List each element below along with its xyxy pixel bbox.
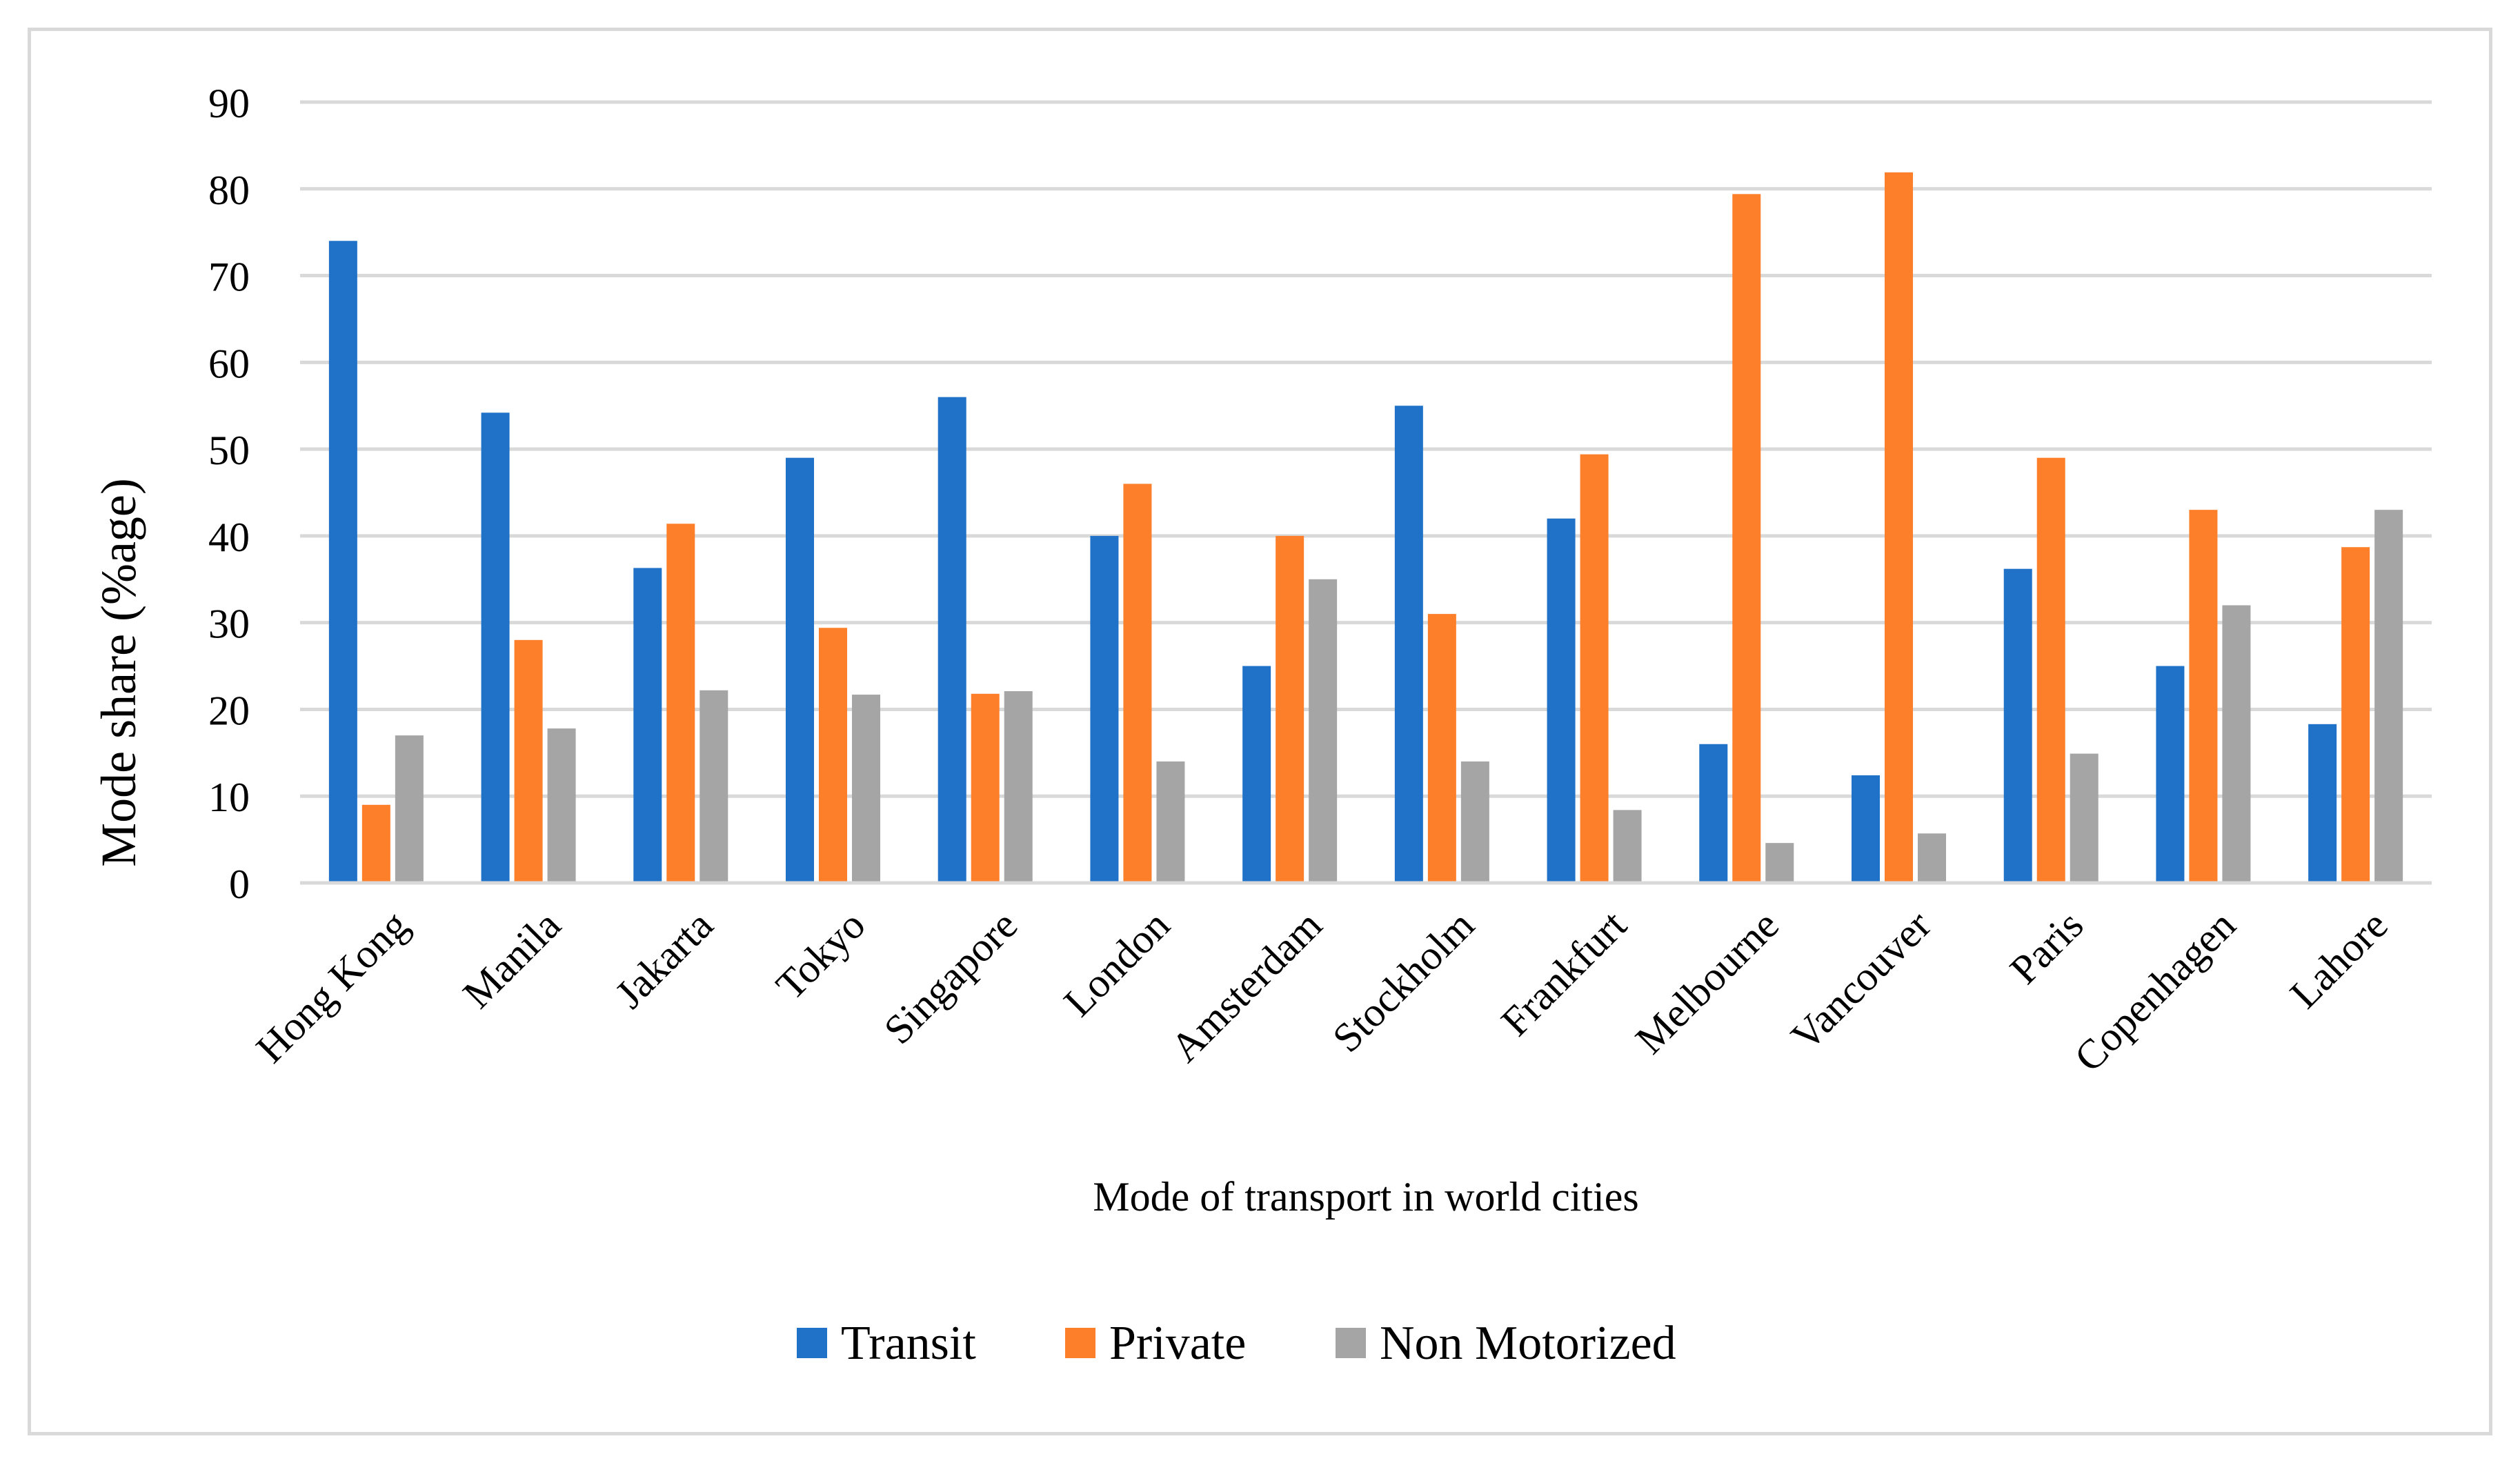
bar-transit — [481, 412, 510, 883]
bar-non-motorized — [1460, 761, 1489, 883]
bar-transit — [2308, 724, 2337, 883]
legend-label-private: Private — [1109, 1317, 1246, 1370]
bar-transit — [1547, 518, 1576, 883]
y-tick-label: 20 — [208, 688, 250, 733]
bar-transit — [1090, 535, 1119, 883]
x-tick-label: London — [1055, 902, 1178, 1026]
x-axis-title: Mode of transport in world cities — [1093, 1174, 1639, 1220]
gridlines — [300, 100, 2432, 798]
bar-transit — [1852, 775, 1880, 883]
y-tick-label: 30 — [208, 601, 250, 647]
bar-private — [2341, 547, 2370, 883]
x-tick-label: Hong Kong — [248, 902, 417, 1072]
x-tick-label: Vancouver — [1783, 902, 1940, 1059]
y-tick-label: 60 — [208, 341, 250, 386]
x-tick-label: Amsterdam — [1162, 902, 1331, 1071]
bar-transit — [633, 568, 662, 883]
bar-private — [666, 524, 695, 883]
legend-swatch-transit — [797, 1328, 827, 1358]
bar-private — [514, 639, 543, 883]
bar-non-motorized — [2070, 753, 2099, 883]
bar-transit — [2003, 568, 2032, 883]
y-tick-label: 0 — [229, 862, 250, 907]
x-tick-label: Manila — [454, 902, 569, 1017]
bar-non-motorized — [852, 695, 880, 883]
x-tick-label: Stockholm — [1324, 902, 1483, 1062]
bar-non-motorized — [1309, 579, 1338, 883]
x-tick-label: Singapore — [875, 902, 1026, 1053]
bar-private — [1276, 535, 1304, 883]
bar-transit — [328, 241, 357, 883]
bar-private — [2036, 457, 2065, 883]
y-tick-label: 70 — [208, 255, 250, 300]
bar-private — [1885, 172, 1913, 883]
bar-non-motorized — [1156, 761, 1185, 883]
x-tick-label: Tokyo — [767, 902, 873, 1008]
bar-non-motorized — [395, 735, 424, 883]
x-tick-label: Melbourne — [1627, 902, 1787, 1063]
bar-private — [1580, 454, 1609, 883]
legend-swatch-private — [1065, 1328, 1095, 1358]
x-axis-tick-labels: Hong Kong Manila Jakarta Tokyo Singapore Lond… — [248, 902, 2397, 1080]
bar-non-motorized — [547, 728, 576, 883]
bar-transit — [786, 457, 814, 883]
bar-transit — [1242, 666, 1271, 883]
legend-swatch-non-motorized — [1336, 1328, 1366, 1358]
bar-private — [1732, 194, 1761, 883]
bar-transit — [1699, 744, 1728, 883]
x-tick-label: Lahore — [2281, 902, 2397, 1017]
bar-private — [819, 628, 847, 883]
bar-non-motorized — [1918, 833, 1946, 883]
x-tick-label: Copenhagen — [2065, 902, 2244, 1081]
y-axis-tick-labels: 0 10 20 30 40 50 60 70 80 90 — [208, 81, 250, 907]
legend: Transit Private Non Motorized — [797, 1317, 1676, 1370]
bar-transit — [937, 397, 966, 883]
bar-non-motorized — [1765, 843, 1794, 883]
legend-label-transit: Transit — [841, 1317, 976, 1370]
bar-private — [2189, 510, 2218, 883]
x-tick-label: Frankfurt — [1492, 902, 1635, 1044]
bar-private — [971, 693, 1000, 883]
bar-non-motorized — [2222, 605, 2251, 883]
y-tick-label: 90 — [208, 81, 250, 126]
bar-private — [361, 804, 390, 883]
x-tick-label: Jakarta — [606, 902, 722, 1017]
bar-non-motorized — [1004, 691, 1033, 883]
bar-private — [1427, 614, 1456, 883]
x-tick-label: Paris — [2001, 902, 2092, 993]
y-tick-label: 10 — [208, 775, 250, 820]
bar-non-motorized — [700, 690, 728, 883]
y-tick-label: 50 — [208, 428, 250, 473]
y-tick-label: 80 — [208, 168, 250, 213]
legend-label-non-motorized: Non Motorized — [1380, 1317, 1676, 1370]
bar-private — [1123, 484, 1152, 883]
bar-transit — [2156, 666, 2185, 883]
bar-transit — [1394, 406, 1423, 883]
bars — [328, 172, 2403, 883]
y-axis-title: Mode share (%age) — [91, 478, 146, 867]
bar-non-motorized — [1613, 810, 1642, 883]
y-tick-label: 40 — [208, 515, 250, 560]
bar-non-motorized — [2374, 510, 2403, 883]
